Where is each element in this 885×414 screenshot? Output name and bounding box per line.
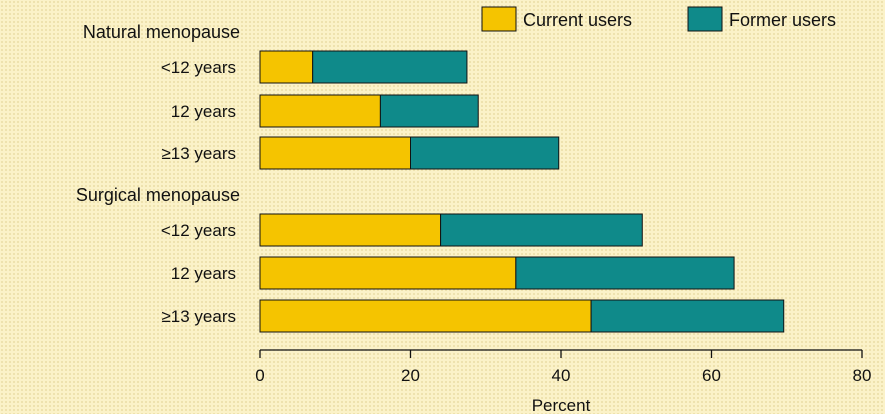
chart-legend: Current users Former users	[481, 6, 836, 32]
bar-surgical-menopause-12-current-users	[259, 256, 517, 290]
category-label-surgical-menopause-12: 12 years	[171, 264, 236, 283]
bar-natural-menopause-12-former-users	[379, 94, 479, 128]
bar-surgical-menopause-ge13-current-users	[259, 299, 592, 333]
group-label-natural-menopause: Natural menopause	[83, 22, 240, 42]
chart-bars	[259, 50, 785, 333]
x-tick-label-20: 20	[401, 366, 420, 385]
legend-label-former-users: Former users	[729, 10, 836, 30]
category-label-surgical-menopause-lt12: <12 years	[161, 221, 236, 240]
category-label-natural-menopause-lt12: <12 years	[161, 58, 236, 77]
category-label-surgical-menopause-ge13: ≥13 years	[161, 307, 236, 326]
bar-surgical-menopause-ge13-former-users	[590, 299, 785, 333]
bar-natural-menopause-lt12-former-users	[312, 50, 468, 84]
chart-groups: Natural menopause <12 years 12 years ≥13 ye…	[76, 22, 240, 326]
category-label-natural-menopause-12: 12 years	[171, 102, 236, 121]
x-tick-label-80: 80	[853, 366, 872, 385]
bar-natural-menopause-lt12-current-users	[259, 50, 314, 84]
bar-natural-menopause-12-current-users	[259, 94, 381, 128]
x-axis: 0 20 40 60 80	[255, 349, 872, 385]
category-label-natural-menopause-ge13: ≥13 years	[161, 144, 236, 163]
x-axis-label: Percent	[532, 396, 591, 414]
legend-label-current-users: Current users	[523, 10, 632, 30]
legend-swatch-former-users	[687, 6, 723, 32]
bar-surgical-menopause-lt12-former-users	[440, 213, 643, 247]
x-tick-label-60: 60	[702, 366, 721, 385]
group-label-surgical-menopause: Surgical menopause	[76, 185, 240, 205]
bar-surgical-menopause-lt12-current-users	[259, 213, 442, 247]
bar-natural-menopause-ge13-current-users	[259, 136, 411, 170]
bar-natural-menopause-ge13-former-users	[410, 136, 560, 170]
x-tick-label-0: 0	[255, 366, 264, 385]
legend-swatch-current-users	[481, 6, 517, 32]
x-tick-label-40: 40	[552, 366, 571, 385]
bar-surgical-menopause-12-former-users	[515, 256, 735, 290]
